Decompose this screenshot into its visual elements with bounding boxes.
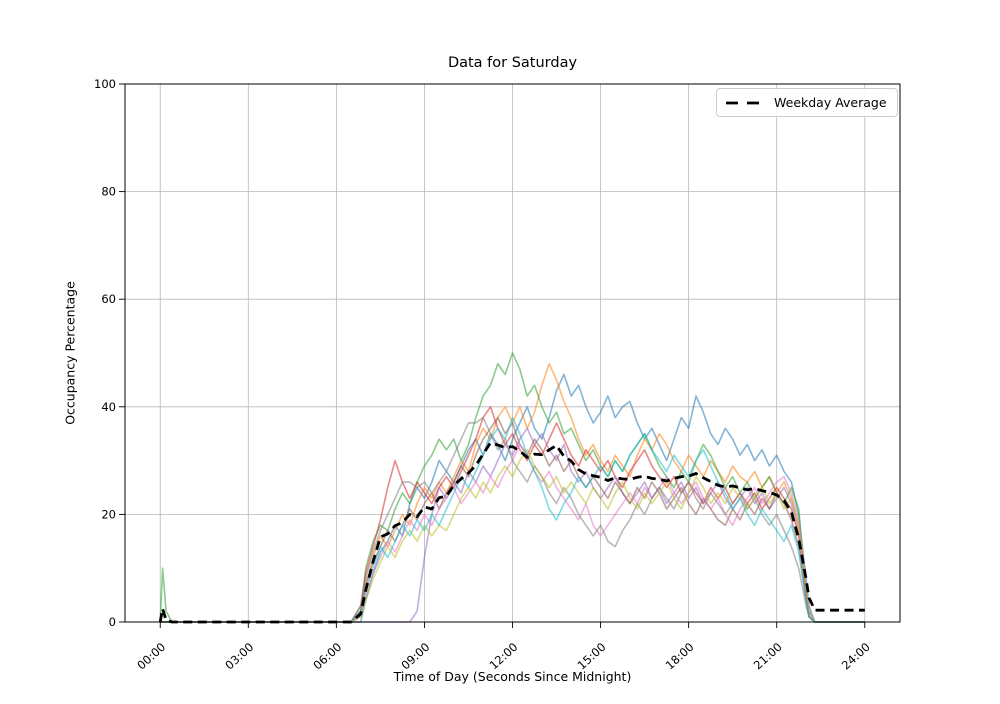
series-line-saturday_4: [160, 405, 865, 623]
y-axis-label: Occupancy Percentage: [62, 281, 78, 425]
y-tick-label: 60: [101, 292, 116, 306]
legend-label: Weekday Average: [774, 95, 887, 110]
weekday-average-line: [158, 441, 865, 624]
x-tick-label: 18:00: [663, 640, 697, 673]
x-tick-label: 06:00: [310, 640, 344, 673]
x-tick-label: 09:00: [398, 640, 432, 673]
legend: Weekday Average: [716, 88, 898, 117]
x-tick-label: 12:00: [486, 640, 520, 673]
y-tick-label: 40: [101, 400, 116, 414]
x-axis-label: Time of Day (Seconds Since Midnight): [393, 669, 632, 684]
y-tick-label: 100: [94, 77, 116, 91]
series-line-saturday_9: [160, 448, 865, 623]
series-line-saturday_10: [160, 416, 865, 623]
x-tick-label: 03:00: [222, 640, 256, 673]
series-line-saturday_8: [160, 416, 865, 623]
x-tick-label: 15:00: [575, 640, 609, 673]
x-tick-label: 00:00: [134, 640, 168, 673]
y-tick-label: 80: [101, 185, 116, 199]
chart-title: Data for Saturday: [447, 55, 578, 71]
x-tick-label: 24:00: [839, 640, 873, 673]
weekday-average-line-sample: [726, 101, 764, 104]
x-tick-label: 21:00: [751, 640, 785, 673]
y-tick-label: 20: [101, 507, 116, 521]
y-tick-label: 0: [109, 615, 116, 629]
